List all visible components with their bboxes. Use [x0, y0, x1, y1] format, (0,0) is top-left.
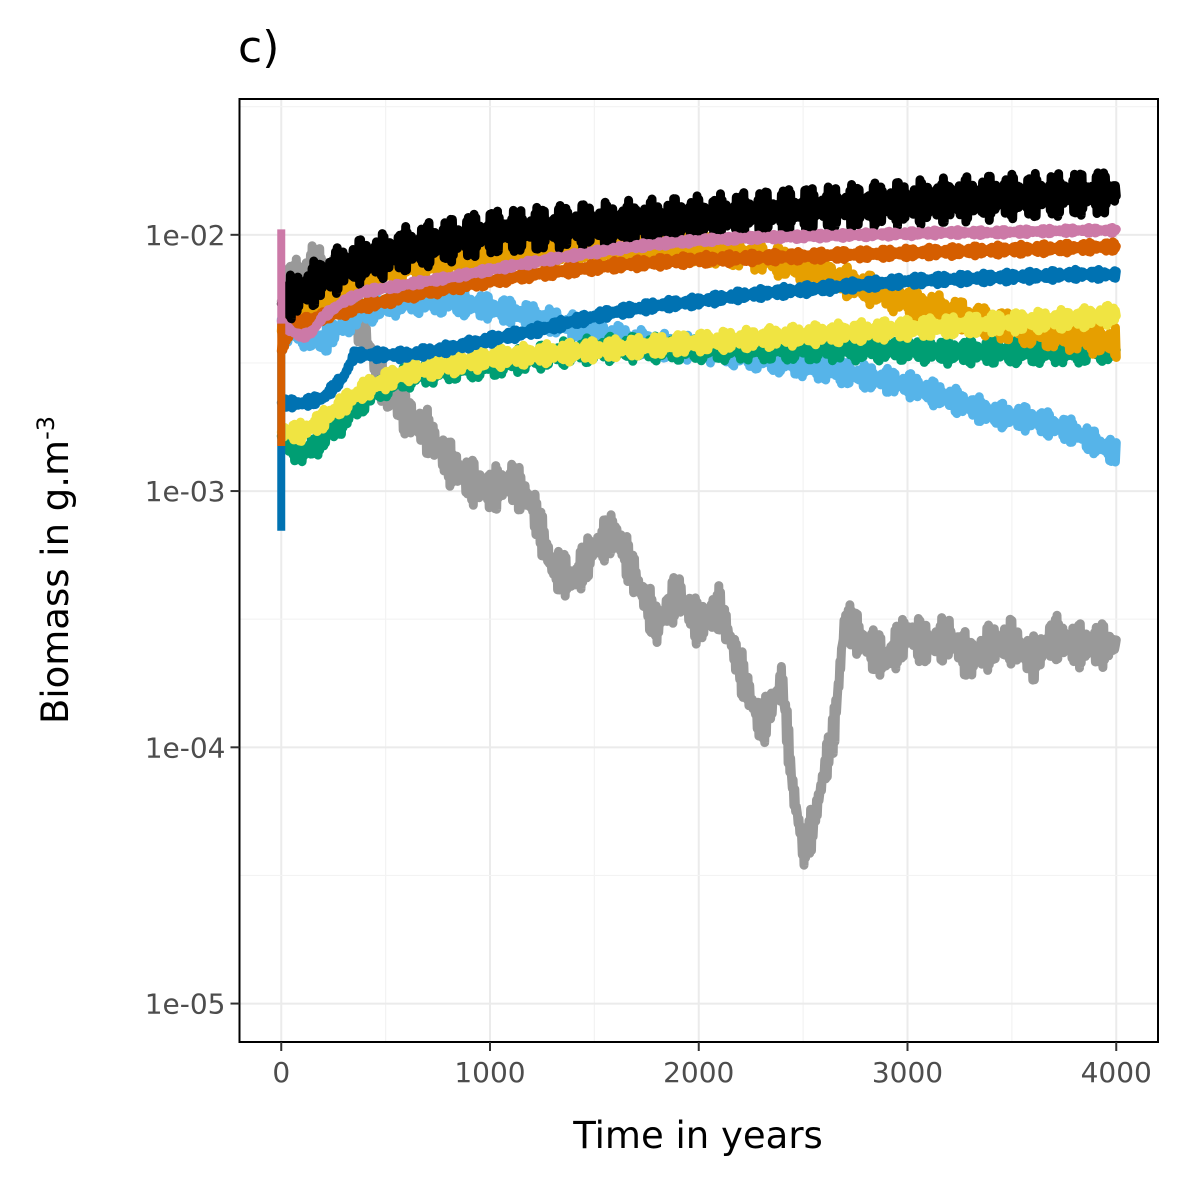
- series-line: [276, 168, 1121, 324]
- panel-label: c): [238, 22, 279, 73]
- x-axis-ticks: 0 1000 2000 3000 4000: [272, 1042, 1152, 1089]
- x-tick-label: 4000: [1081, 1056, 1152, 1089]
- x-tick-label: 3000: [872, 1056, 943, 1089]
- y-tick-label: 1e-03: [145, 475, 226, 508]
- x-tick-label: 1000: [454, 1056, 525, 1089]
- y-axis-title-superscript: -3: [32, 416, 60, 440]
- series-line: [276, 264, 1121, 413]
- x-axis-title: Time in years: [572, 1114, 823, 1157]
- series-line: [276, 223, 1121, 343]
- series-line: [276, 237, 1121, 356]
- x-tick-label: 2000: [663, 1056, 734, 1089]
- x-tick-label: 0: [272, 1056, 290, 1089]
- y-tick-label: 1e-04: [145, 731, 226, 764]
- y-axis-title-main: Biomass in g.m: [34, 440, 77, 724]
- series-line: [276, 300, 1121, 446]
- y-tick-label: 1e-02: [145, 219, 226, 252]
- y-tick-label: 1e-05: [145, 988, 226, 1021]
- series-line: [276, 241, 1121, 870]
- series-lines: [276, 168, 1121, 870]
- y-axis-ticks: 1e-02 1e-03 1e-04 1e-05: [145, 219, 240, 1021]
- y-axis-title: Biomass in g.m-3: [32, 416, 77, 724]
